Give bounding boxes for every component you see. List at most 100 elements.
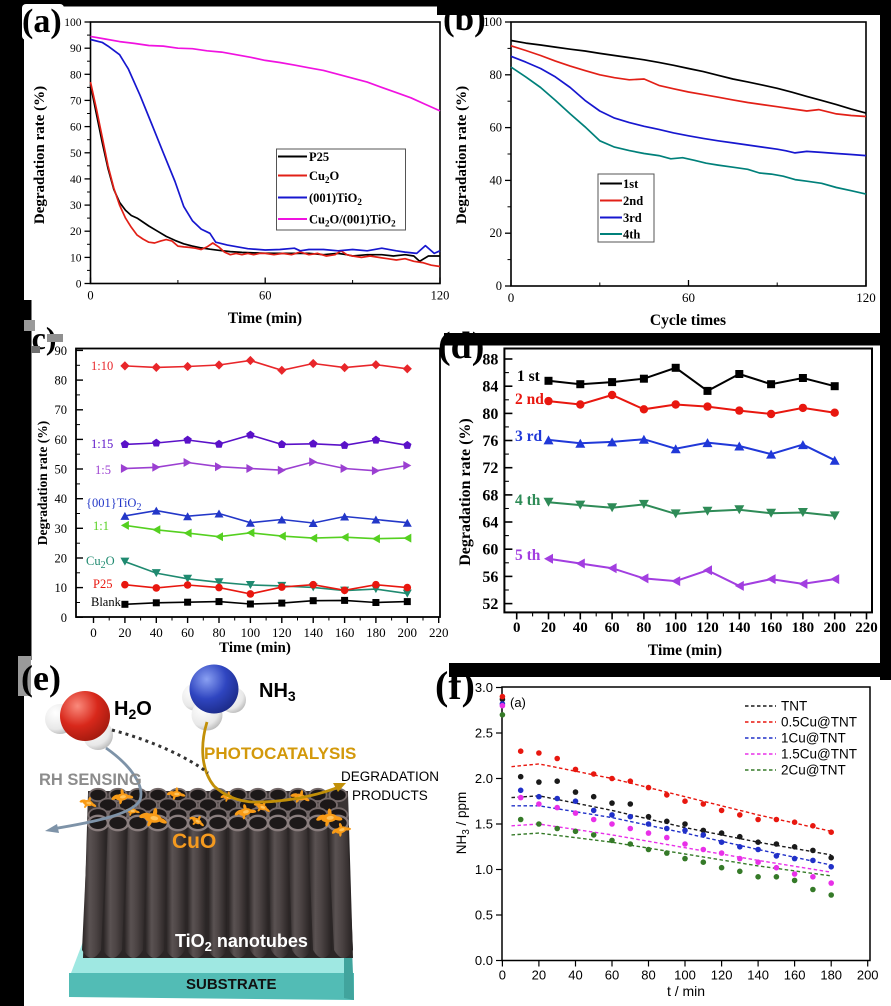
svg-text:70: 70 bbox=[70, 95, 82, 107]
svg-text:88: 88 bbox=[482, 352, 498, 369]
svg-text:140: 140 bbox=[747, 968, 769, 983]
svg-text:Degradation rate (%): Degradation rate (%) bbox=[32, 86, 48, 224]
svg-text:Time (min): Time (min) bbox=[648, 642, 722, 659]
svg-text:80: 80 bbox=[70, 69, 82, 81]
svg-text:PRODUCTS: PRODUCTS bbox=[352, 788, 428, 803]
svg-text:0.5: 0.5 bbox=[475, 908, 493, 923]
svg-text:1:1: 1:1 bbox=[93, 519, 109, 533]
svg-text:5 th: 5 th bbox=[515, 547, 541, 564]
svg-text:Degradation rate (%): Degradation rate (%) bbox=[454, 86, 470, 224]
svg-text:SUBSTRATE: SUBSTRATE bbox=[186, 976, 277, 993]
svg-text:160: 160 bbox=[760, 620, 783, 636]
svg-text:180: 180 bbox=[792, 620, 815, 636]
svg-text:76: 76 bbox=[482, 433, 498, 450]
svg-text:56: 56 bbox=[482, 569, 498, 586]
svg-text:180: 180 bbox=[820, 968, 842, 983]
svg-text:(e): (e) bbox=[21, 658, 61, 698]
svg-text:0: 0 bbox=[90, 625, 97, 640]
svg-text:10: 10 bbox=[70, 252, 82, 264]
svg-text:4 th: 4 th bbox=[515, 492, 541, 509]
svg-text:P25: P25 bbox=[309, 150, 329, 164]
svg-text:0: 0 bbox=[513, 620, 521, 636]
svg-text:220: 220 bbox=[855, 620, 878, 636]
svg-text:3.0: 3.0 bbox=[475, 680, 493, 695]
svg-text:0: 0 bbox=[508, 290, 515, 305]
svg-text:P25: P25 bbox=[93, 577, 112, 591]
svg-text:120: 120 bbox=[856, 290, 876, 305]
svg-text:120: 120 bbox=[272, 625, 292, 640]
svg-text:80: 80 bbox=[482, 406, 498, 423]
svg-text:0: 0 bbox=[76, 279, 82, 291]
svg-text:60: 60 bbox=[490, 121, 503, 135]
svg-text:RH SENSING: RH SENSING bbox=[39, 771, 142, 789]
svg-text:70: 70 bbox=[55, 403, 68, 417]
svg-text:3 rd: 3 rd bbox=[515, 428, 543, 445]
svg-text:140: 140 bbox=[303, 625, 323, 640]
svg-text:40: 40 bbox=[568, 968, 582, 983]
svg-text:84: 84 bbox=[482, 379, 498, 396]
svg-text:120: 120 bbox=[711, 968, 733, 983]
svg-text:10: 10 bbox=[55, 581, 68, 595]
svg-text:60: 60 bbox=[682, 290, 695, 305]
svg-text:120: 120 bbox=[431, 289, 450, 303]
svg-text:200: 200 bbox=[823, 620, 846, 636]
svg-text:1Cu@TNT: 1Cu@TNT bbox=[781, 731, 846, 746]
svg-text:PHOTOCATALYSIS: PHOTOCATALYSIS bbox=[204, 744, 356, 763]
svg-text:40: 40 bbox=[150, 625, 163, 640]
svg-text:100: 100 bbox=[241, 625, 261, 640]
svg-text:NH3 / ppm: NH3 / ppm bbox=[454, 792, 472, 855]
svg-text:100: 100 bbox=[674, 968, 696, 983]
svg-text:40: 40 bbox=[55, 492, 68, 506]
svg-text:(a): (a) bbox=[22, 3, 62, 40]
svg-text:0: 0 bbox=[61, 611, 67, 625]
svg-text:(b): (b) bbox=[443, 0, 486, 38]
svg-text:Degradation rate (%): Degradation rate (%) bbox=[35, 421, 50, 545]
svg-text:20: 20 bbox=[118, 625, 131, 640]
svg-text:1:10: 1:10 bbox=[91, 359, 113, 373]
svg-text:Cycle times: Cycle times bbox=[650, 312, 726, 329]
svg-text:TNT: TNT bbox=[781, 699, 807, 714]
svg-text:1:5: 1:5 bbox=[95, 463, 111, 477]
svg-text:1.5Cu@TNT: 1.5Cu@TNT bbox=[781, 747, 857, 762]
svg-text:80: 80 bbox=[55, 374, 68, 388]
svg-text:0.0: 0.0 bbox=[475, 953, 493, 968]
svg-text:{001}TiO2: {001}TiO2 bbox=[86, 496, 141, 513]
svg-text:100: 100 bbox=[664, 620, 687, 636]
svg-text:2Cu@TNT: 2Cu@TNT bbox=[781, 763, 846, 778]
svg-text:52: 52 bbox=[482, 596, 498, 613]
svg-text:Cu2O: Cu2O bbox=[309, 169, 339, 185]
svg-text:50: 50 bbox=[70, 148, 82, 160]
svg-text:80: 80 bbox=[490, 68, 503, 82]
svg-text:100: 100 bbox=[483, 15, 502, 29]
svg-text:(a): (a) bbox=[510, 695, 526, 710]
svg-text:Cu2O: Cu2O bbox=[86, 554, 115, 571]
svg-text:1.5: 1.5 bbox=[475, 817, 493, 832]
svg-text:20: 20 bbox=[532, 968, 546, 983]
svg-text:60: 60 bbox=[259, 289, 272, 303]
svg-text:60: 60 bbox=[605, 968, 619, 983]
svg-text:20: 20 bbox=[541, 620, 556, 636]
svg-text:80: 80 bbox=[213, 625, 226, 640]
svg-text:160: 160 bbox=[784, 968, 806, 983]
svg-text:80: 80 bbox=[636, 620, 651, 636]
svg-text:100: 100 bbox=[64, 17, 82, 29]
svg-text:(d): (d) bbox=[438, 325, 484, 367]
svg-text:40: 40 bbox=[490, 173, 503, 187]
svg-text:220: 220 bbox=[429, 625, 449, 640]
svg-text:0: 0 bbox=[496, 279, 502, 293]
svg-text:(001)TiO2: (001)TiO2 bbox=[309, 191, 362, 207]
svg-text:3rd: 3rd bbox=[623, 211, 642, 225]
svg-text:0: 0 bbox=[87, 289, 93, 303]
svg-text:2nd: 2nd bbox=[623, 194, 643, 208]
svg-text:1 st: 1 st bbox=[517, 368, 541, 385]
svg-text:90: 90 bbox=[55, 344, 68, 358]
svg-text:140: 140 bbox=[728, 620, 751, 636]
svg-text:80: 80 bbox=[641, 968, 655, 983]
svg-text:180: 180 bbox=[366, 625, 386, 640]
svg-text:TiO2 nanotubes: TiO2 nanotubes bbox=[175, 931, 308, 954]
svg-text:60: 60 bbox=[605, 620, 620, 636]
svg-text:60: 60 bbox=[55, 433, 68, 447]
svg-text:20: 20 bbox=[55, 552, 68, 566]
svg-text:2 nd: 2 nd bbox=[515, 391, 544, 408]
svg-text:120: 120 bbox=[696, 620, 719, 636]
